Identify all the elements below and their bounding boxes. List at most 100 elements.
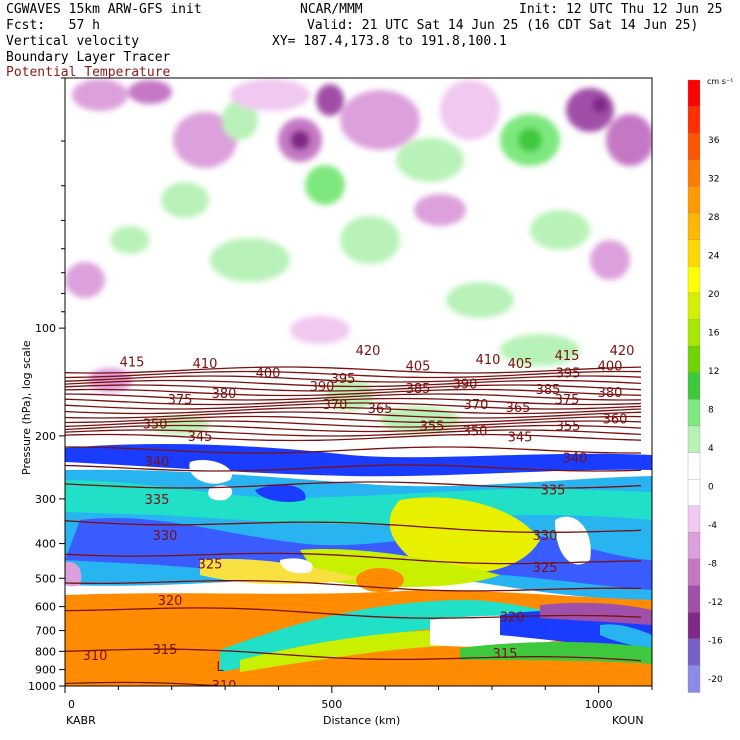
colorbar-label: -12 [708, 598, 723, 608]
x-tick-0: 0 [68, 698, 75, 711]
field-label-boundary-layer-tracer: Boundary Layer Tracer [6, 50, 171, 65]
y-tick-label: 700 [35, 625, 56, 638]
field-label-potential-temperature: Potential Temperature [6, 65, 171, 80]
colorbar-swatch [687, 425, 701, 454]
colorbar-label: -20 [708, 675, 723, 685]
isentrope-line [65, 397, 642, 406]
isentrope-label: 415 [120, 356, 145, 371]
colorbar-swatch [687, 638, 701, 667]
isentrope-label: 385 [536, 383, 561, 398]
isentrope-label: 340 [145, 455, 170, 470]
isentrope-line [65, 648, 642, 662]
colorbar-swatch [687, 585, 701, 613]
colorbar-swatch [687, 133, 701, 161]
colorbar-swatch [687, 292, 701, 321]
isentrope-label: 395 [331, 372, 356, 387]
plot-frame [64, 77, 653, 687]
isentrope-line [65, 415, 642, 424]
x-axis-label: Distance (km) [323, 714, 400, 727]
colorbar-swatch [687, 79, 701, 108]
isentrope-label: 410 [193, 357, 218, 372]
y-axis: 100 200 300 400 500 600 700 800 900 1000 [28, 77, 65, 693]
colorbar-label: 20 [708, 290, 720, 300]
y-tick-label: 800 [35, 645, 56, 658]
colorbar-swatch [687, 372, 701, 400]
isentrope-line [65, 406, 642, 415]
colorbar-swatch [687, 186, 701, 214]
isentrope-label: 345 [508, 431, 533, 446]
colorbar-label: 28 [708, 213, 720, 223]
y-tick-label: 600 [35, 601, 56, 614]
x-tick-label: 500 [321, 698, 342, 711]
isentrope-label: 335 [145, 493, 170, 508]
colorbar-swatch [687, 239, 701, 267]
colorbar-label: 32 [708, 175, 719, 185]
y-tick-label: 300 [35, 493, 56, 506]
y-tick-label: 900 [35, 664, 56, 677]
y-tick-label: 1000 [28, 680, 56, 693]
model-title: CGWAVES 15km ARW-GFS init [6, 2, 202, 17]
colorbar-swatch [687, 159, 701, 188]
isentrope-line [65, 402, 642, 410]
y-axis-label: Pressure (hPa), log scale [20, 340, 33, 475]
isentrope-label: 390 [310, 380, 335, 395]
isentrope-line [65, 370, 642, 379]
isentrope-label: 330 [533, 529, 558, 544]
isentrope-label: 315 [153, 643, 178, 658]
isentrope-line [65, 388, 642, 397]
colorbar-label: 24 [708, 252, 720, 262]
cross-section-endpoints: XY= 187.4,173.8 to 191.8,100.1 [272, 34, 507, 49]
isentrope-label: 360 [603, 413, 628, 428]
colorbar-label: -4 [708, 521, 717, 531]
colorbar-label: -8 [708, 560, 717, 570]
colorbar-swatch [687, 319, 701, 347]
isentrope-label: 350 [463, 424, 488, 439]
potential-temperature-contours [65, 366, 642, 686]
isentrope-label: 330 [153, 529, 178, 544]
isentrope-line [65, 411, 642, 419]
isentrope-label: 340 [563, 452, 588, 467]
colorbar-swatch [687, 452, 701, 480]
colorbar-label: 12 [708, 367, 719, 377]
y-tick-label: 500 [35, 572, 56, 585]
isentrope-line [65, 393, 642, 401]
colorbar-swatch [687, 665, 701, 693]
isentrope-line [65, 433, 642, 442]
isentrope-label: 400 [256, 366, 281, 381]
isentrope-line [65, 464, 642, 472]
isentrope-line [65, 366, 642, 374]
colorbar-swatch [687, 532, 701, 560]
colorbar-labels: 36 32 28 24 20 16 12 8 4 0 -4 -8 -12 -16 -20 [708, 136, 723, 685]
isentrope-label: 420 [356, 344, 381, 359]
endpoint-right-label: KOUN [612, 714, 644, 727]
colorbar-label: 4 [708, 444, 714, 454]
boundary-layer-tracer-field [65, 444, 652, 686]
isentrope-line [65, 375, 642, 383]
isentrope-line [65, 420, 642, 428]
isentrope-line [65, 520, 642, 534]
colorbar-label: 8 [708, 406, 714, 416]
isentrope-label: 315 [493, 647, 518, 662]
colorbar-label: 36 [708, 136, 720, 146]
isentrope-line [65, 681, 230, 686]
isentrope-line [65, 607, 642, 619]
isentrope-line [65, 384, 642, 392]
init-time: Init: 12 UTC Thu 12 Jun 25 [519, 2, 723, 17]
isentrope-label: 365 [506, 401, 531, 416]
field-label-vertical-velocity: Vertical velocity [6, 34, 140, 49]
isentrope-label: 370 [323, 398, 348, 413]
colorbar-units: cm s⁻¹ [707, 77, 733, 86]
isentrope-label: 405 [508, 357, 533, 372]
endpoint-left-label: KABR [66, 714, 96, 727]
isentrope-label: 320 [500, 611, 525, 626]
isentrope-label: 375 [555, 393, 580, 408]
isentrope-label: 410 [476, 353, 501, 368]
isentrope-label: 355 [556, 419, 581, 434]
isentrope-line [65, 429, 642, 437]
y-tick-label: 200 [35, 430, 56, 443]
isentrope-line [65, 481, 642, 489]
isentrope-line [65, 424, 642, 433]
forecast-hour: Fcst: 57 h [6, 18, 100, 33]
